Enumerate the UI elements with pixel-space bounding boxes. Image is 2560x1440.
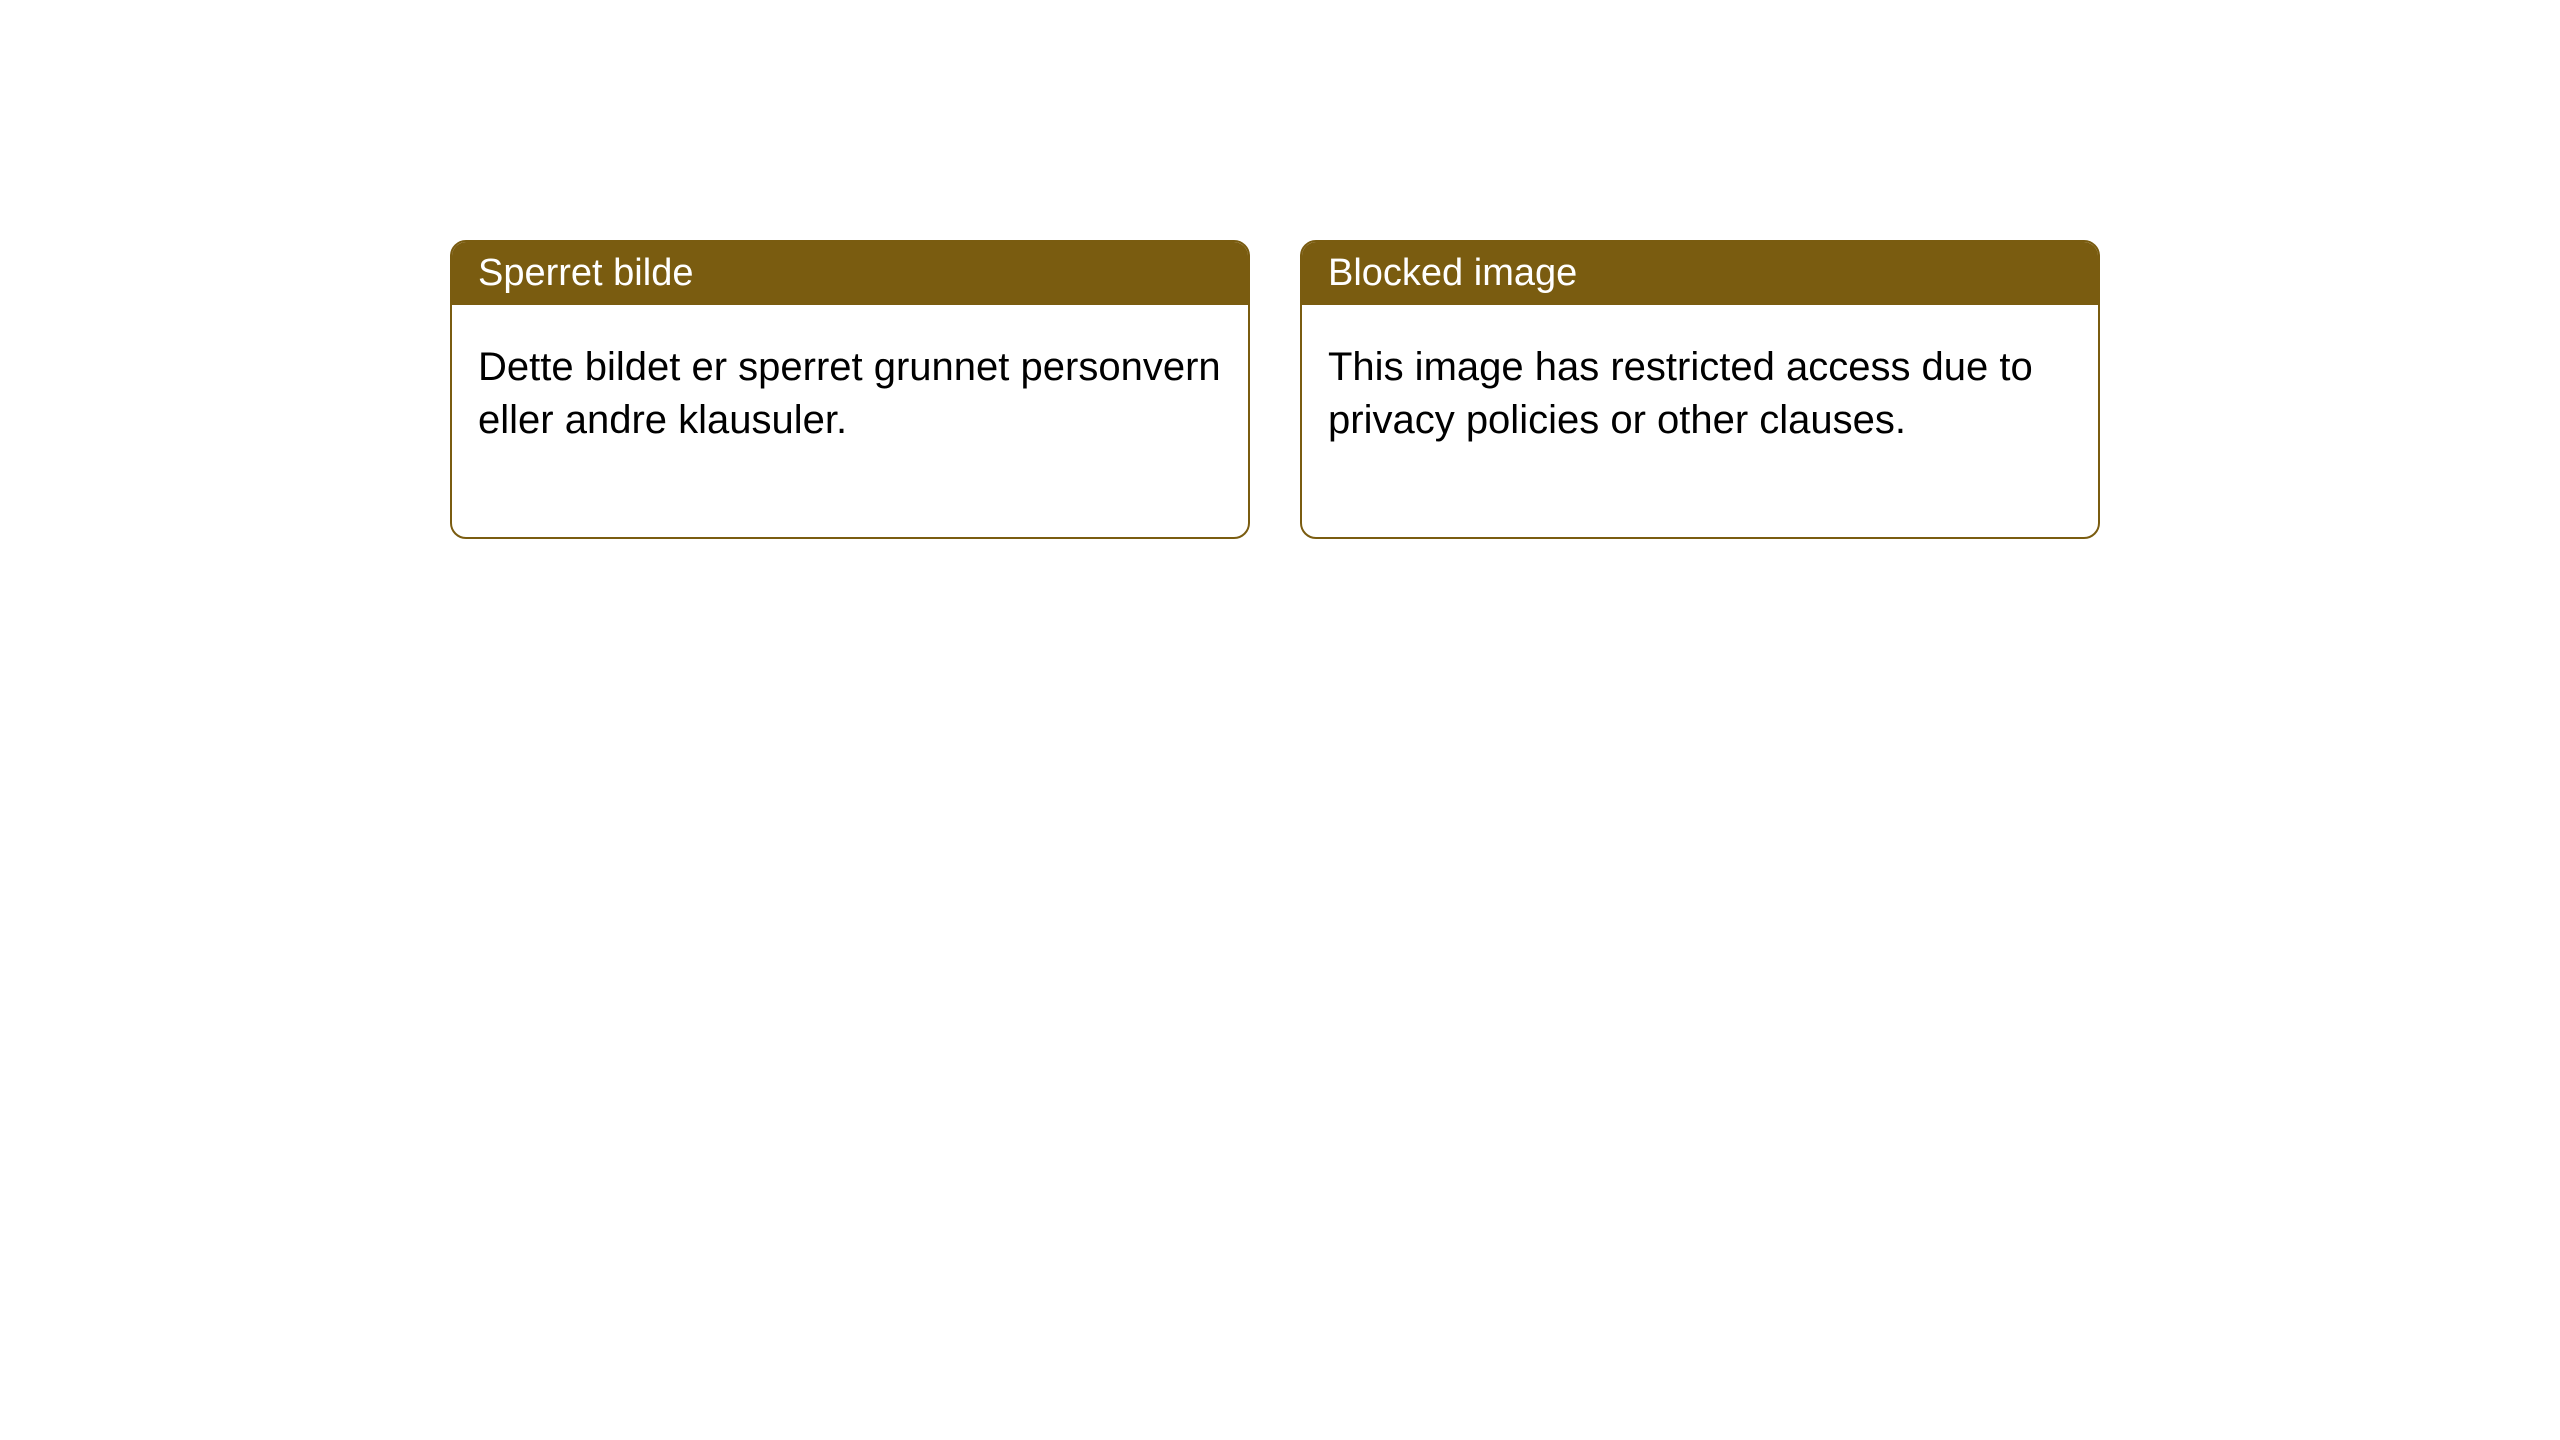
card-body: This image has restricted access due to … bbox=[1302, 305, 2098, 537]
card-body-text: This image has restricted access due to … bbox=[1328, 345, 2033, 442]
notice-card-norwegian: Sperret bilde Dette bildet er sperret gr… bbox=[450, 240, 1250, 539]
notice-card-english: Blocked image This image has restricted … bbox=[1300, 240, 2100, 539]
notice-container: Sperret bilde Dette bildet er sperret gr… bbox=[0, 0, 2560, 539]
card-body: Dette bildet er sperret grunnet personve… bbox=[452, 305, 1248, 537]
card-title: Blocked image bbox=[1328, 252, 1577, 294]
card-title: Sperret bilde bbox=[478, 252, 693, 294]
card-body-text: Dette bildet er sperret grunnet personve… bbox=[478, 345, 1221, 442]
card-header: Sperret bilde bbox=[452, 242, 1248, 305]
card-header: Blocked image bbox=[1302, 242, 2098, 305]
